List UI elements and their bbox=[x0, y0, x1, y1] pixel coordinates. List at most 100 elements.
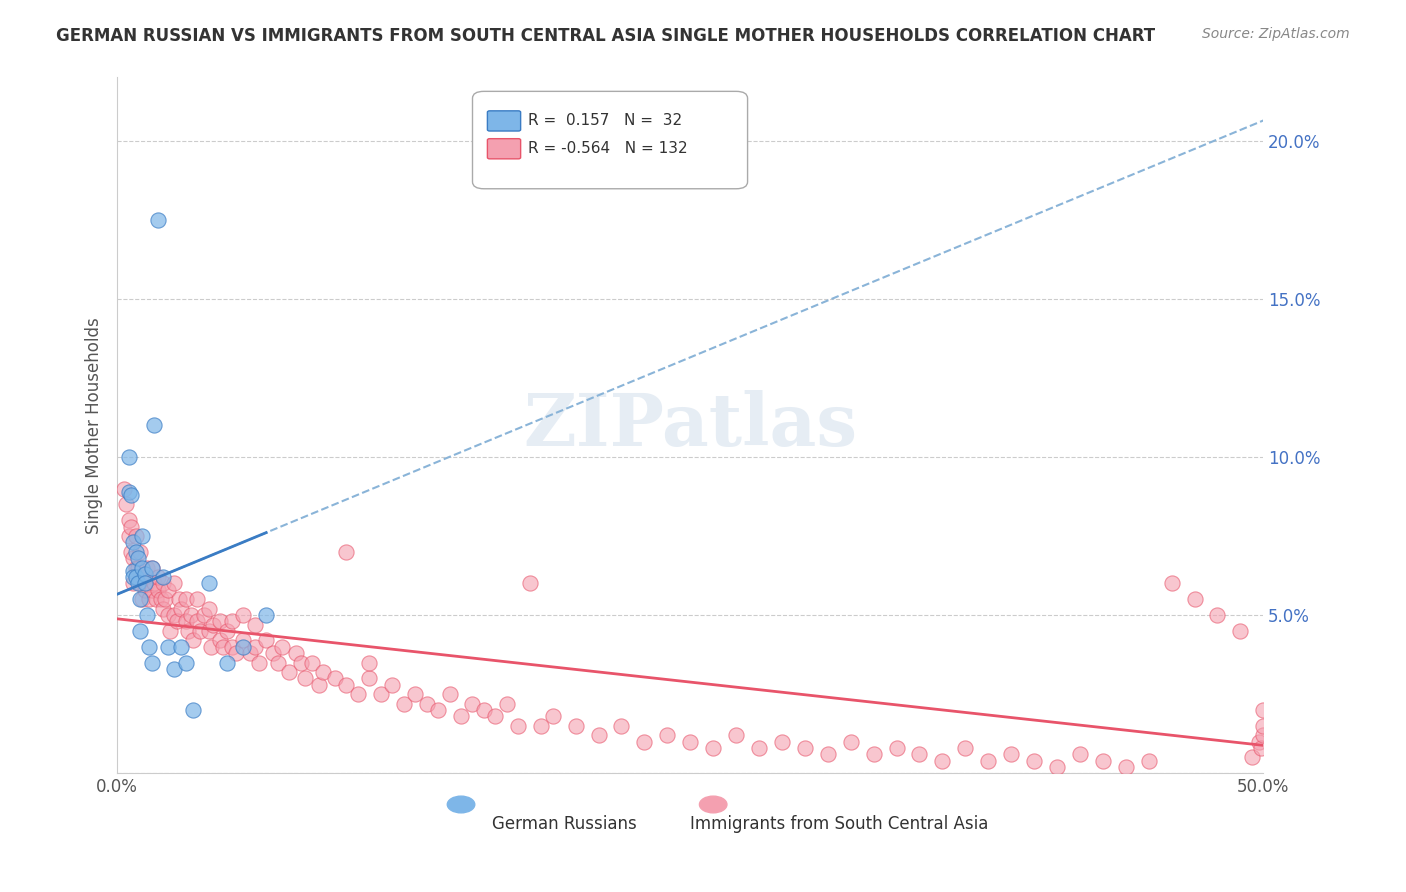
Point bbox=[679, 734, 702, 748]
Point bbox=[266, 656, 288, 670]
Point bbox=[232, 640, 254, 654]
Point bbox=[908, 747, 931, 762]
Point bbox=[610, 719, 633, 733]
Point bbox=[323, 671, 346, 685]
Point bbox=[243, 617, 266, 632]
Point bbox=[886, 740, 908, 755]
Point bbox=[427, 703, 450, 717]
Point bbox=[404, 687, 426, 701]
Point bbox=[472, 703, 495, 717]
Point bbox=[564, 719, 586, 733]
Point bbox=[122, 551, 145, 566]
Point bbox=[221, 640, 243, 654]
Point bbox=[450, 709, 472, 723]
Point bbox=[285, 646, 308, 660]
Point bbox=[170, 640, 193, 654]
Point bbox=[415, 697, 437, 711]
Point bbox=[359, 656, 381, 670]
Point bbox=[335, 545, 357, 559]
Point bbox=[193, 608, 215, 623]
Point bbox=[134, 566, 156, 581]
Point bbox=[461, 697, 484, 711]
Point bbox=[122, 570, 145, 584]
Point bbox=[142, 418, 165, 433]
Point bbox=[124, 529, 146, 543]
Point bbox=[124, 570, 146, 584]
Point bbox=[439, 687, 461, 701]
Point bbox=[131, 560, 153, 574]
Point bbox=[200, 640, 222, 654]
FancyBboxPatch shape bbox=[488, 111, 520, 131]
Point bbox=[312, 665, 335, 679]
Point bbox=[167, 592, 190, 607]
Point bbox=[657, 728, 679, 742]
Point bbox=[170, 601, 193, 615]
Point bbox=[232, 633, 254, 648]
Point bbox=[159, 624, 181, 638]
Point bbox=[862, 747, 884, 762]
Point bbox=[129, 624, 152, 638]
Point bbox=[1229, 624, 1251, 638]
Y-axis label: Single Mother Households: Single Mother Households bbox=[86, 317, 103, 533]
Point bbox=[152, 601, 174, 615]
Point bbox=[817, 747, 839, 762]
Point bbox=[1250, 740, 1272, 755]
Point bbox=[217, 624, 239, 638]
Point bbox=[1000, 747, 1022, 762]
Point bbox=[496, 697, 519, 711]
Point bbox=[1115, 760, 1137, 774]
Point bbox=[839, 734, 862, 748]
FancyBboxPatch shape bbox=[488, 138, 520, 159]
Point bbox=[1247, 734, 1270, 748]
Point bbox=[1253, 703, 1275, 717]
Point bbox=[120, 519, 142, 533]
Point bbox=[278, 665, 301, 679]
Point bbox=[141, 582, 163, 597]
Point bbox=[202, 617, 225, 632]
Point bbox=[770, 734, 793, 748]
Point bbox=[1240, 750, 1263, 764]
Point bbox=[247, 656, 270, 670]
Point bbox=[127, 560, 149, 574]
Point bbox=[174, 656, 197, 670]
Point bbox=[484, 709, 506, 723]
Point bbox=[530, 719, 553, 733]
Point bbox=[138, 640, 160, 654]
Point bbox=[1253, 728, 1275, 742]
Point bbox=[1253, 719, 1275, 733]
Point bbox=[129, 576, 152, 591]
Point bbox=[254, 608, 277, 623]
Point bbox=[702, 740, 724, 755]
Point bbox=[725, 728, 748, 742]
Point bbox=[977, 754, 1000, 768]
Text: ZIPatlas: ZIPatlas bbox=[523, 390, 858, 461]
Point bbox=[198, 624, 221, 638]
Point bbox=[163, 576, 186, 591]
Point bbox=[141, 656, 163, 670]
Text: GERMAN RUSSIAN VS IMMIGRANTS FROM SOUTH CENTRAL ASIA SINGLE MOTHER HOUSEHOLDS CO: GERMAN RUSSIAN VS IMMIGRANTS FROM SOUTH … bbox=[56, 27, 1156, 45]
Point bbox=[221, 615, 243, 629]
Point bbox=[188, 624, 211, 638]
Point bbox=[232, 608, 254, 623]
Point bbox=[138, 592, 160, 607]
Point bbox=[271, 640, 294, 654]
Point bbox=[122, 535, 145, 549]
Point bbox=[1160, 576, 1182, 591]
Text: German Russians: German Russians bbox=[492, 815, 637, 833]
Point bbox=[120, 488, 142, 502]
Point bbox=[118, 484, 141, 499]
Point bbox=[177, 624, 200, 638]
Point bbox=[156, 582, 179, 597]
Point bbox=[335, 678, 357, 692]
Point bbox=[211, 640, 233, 654]
Point bbox=[239, 646, 262, 660]
Point bbox=[508, 719, 530, 733]
Point bbox=[198, 576, 221, 591]
Text: Immigrants from South Central Asia: Immigrants from South Central Asia bbox=[690, 815, 988, 833]
Point bbox=[174, 592, 197, 607]
Point bbox=[131, 529, 153, 543]
Point bbox=[181, 633, 204, 648]
Point bbox=[112, 482, 135, 496]
Point bbox=[148, 582, 170, 597]
Point bbox=[541, 709, 564, 723]
